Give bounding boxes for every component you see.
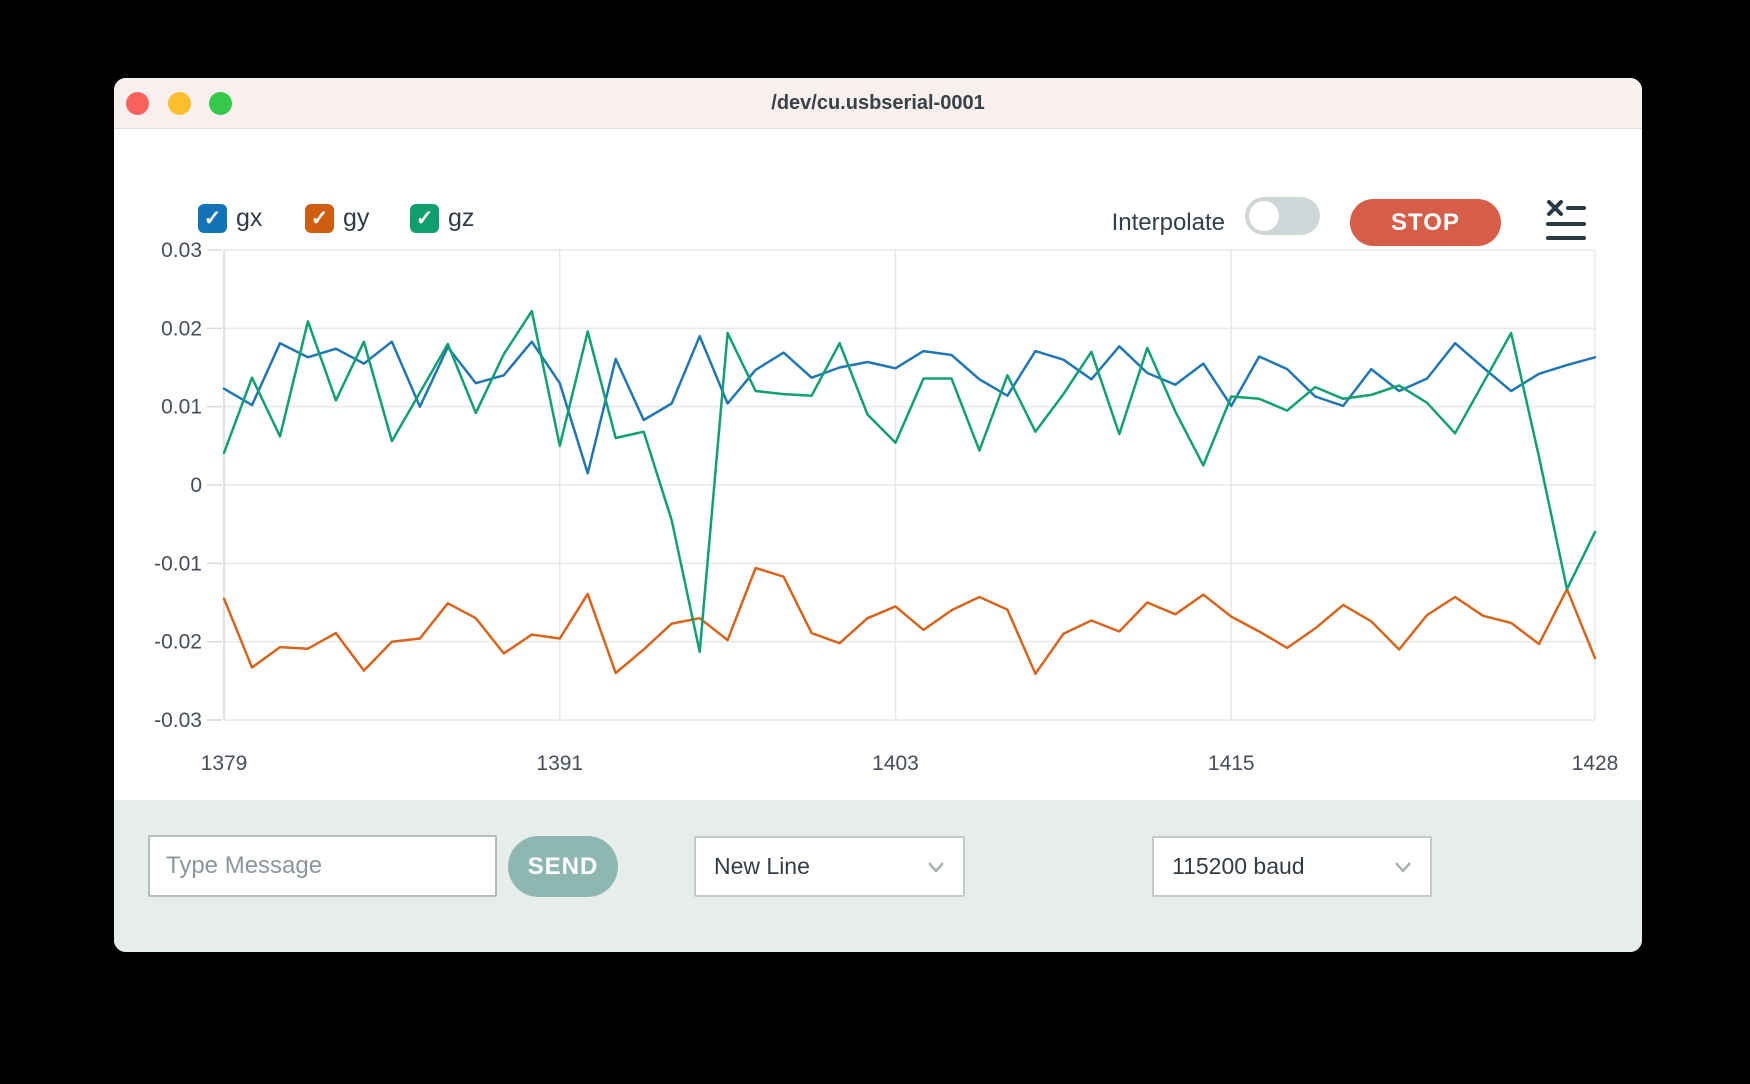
baud-rate-value: 115200 baud: [1172, 853, 1305, 880]
svg-text:1415: 1415: [1208, 752, 1255, 775]
svg-text:-0.02: -0.02: [154, 631, 202, 654]
svg-text:0: 0: [190, 474, 202, 497]
send-button[interactable]: SEND: [508, 836, 618, 897]
line-ending-value: New Line: [714, 853, 810, 880]
title-bar: /dev/cu.usbserial-0001: [114, 78, 1642, 129]
svg-text:1379: 1379: [201, 752, 248, 775]
series-line-gy: [224, 568, 1595, 674]
svg-text:1428: 1428: [1572, 752, 1619, 775]
svg-text:0.01: 0.01: [161, 396, 202, 419]
svg-text:0.03: 0.03: [161, 239, 202, 262]
series-line-gz: [224, 311, 1595, 652]
chevron-down-icon: [1394, 861, 1412, 873]
message-input[interactable]: [148, 835, 497, 897]
line-ending-select[interactable]: New Line: [694, 836, 965, 897]
chevron-down-icon: [927, 861, 945, 873]
svg-text:-0.01: -0.01: [154, 552, 202, 575]
svg-text:0.02: 0.02: [161, 317, 202, 340]
svg-text:1391: 1391: [536, 752, 583, 775]
baud-rate-select[interactable]: 115200 baud: [1152, 836, 1432, 897]
line-chart: -0.03 -0.02 -0.01 0 0.01 0.02 0.03 1379 1391 1403…: [114, 218, 1642, 818]
message-bar: SEND New Line 115200 baud: [114, 800, 1642, 952]
window-title: /dev/cu.usbserial-0001: [114, 78, 1642, 129]
svg-text:-0.03: -0.03: [154, 709, 202, 732]
svg-text:1403: 1403: [872, 752, 919, 775]
app-window: /dev/cu.usbserial-0001 ✓ gx ✓ gy ✓ gz In…: [114, 78, 1642, 952]
series-line-gx: [224, 336, 1595, 473]
